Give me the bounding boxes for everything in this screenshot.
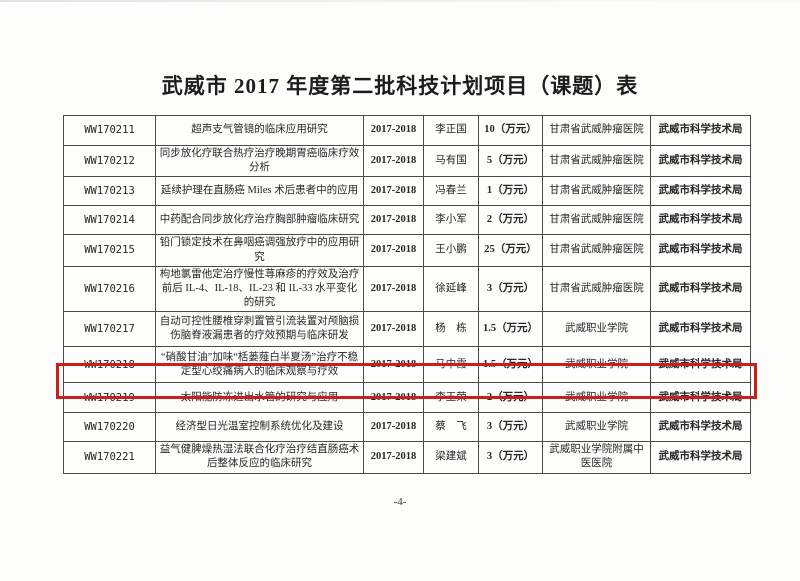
undertaking-org-cell: 甘肃省武威肿瘤医院: [542, 205, 651, 236]
project-name-cell: “硝酸甘油”加味“栝蒌薤白半夏汤”治疗不稳定型心绞痛病人的临床观察与疗效: [155, 346, 364, 384]
project-funding-cell: 25（万元）: [478, 234, 543, 267]
project-leader-cell: 蔡 飞: [423, 412, 479, 443]
project-years-cell: 2017-2018: [363, 144, 424, 178]
undertaking-org-cell: 武威职业学院附属中医医院: [542, 441, 651, 474]
table-row: WW170215 铅门锁定技术在鼻咽癌调强放疗中的应用研究 2017-2018 …: [63, 234, 751, 267]
authority-cell: 武威市科学技术局: [650, 412, 751, 443]
project-leader-cell: 李小军: [423, 205, 479, 236]
project-funding-cell: 3（万元）: [478, 441, 543, 474]
authority-cell: 武威市科学技术局: [650, 311, 751, 348]
undertaking-org-cell: 甘肃省武威肿瘤医院: [542, 144, 651, 178]
project-name-cell: 铅门锁定技术在鼻咽癌调强放疗中的应用研究: [155, 234, 364, 267]
project-id-cell: WW170216: [63, 265, 156, 313]
project-years-cell: 2017-2018: [363, 205, 424, 236]
authority-cell: 武威市科学技术局: [650, 205, 751, 236]
project-leader-cell: 冯春兰: [423, 176, 479, 207]
undertaking-org-cell: 武威职业学院: [542, 311, 651, 348]
project-funding-cell: 5（万元）: [478, 144, 543, 178]
project-years-cell: 2017-2018: [363, 234, 424, 267]
project-name-cell: 益气健脾燥热湿法联合化疗治疗结直肠癌术后整体反应的临床研究: [155, 441, 364, 474]
table-row-highlighted: WW170219 太阳能防冻进出水管的研究与应用 2017-2018 李玉荣 2…: [63, 382, 751, 414]
project-leader-cell: 李玉荣: [423, 382, 479, 414]
project-name-cell: 自动可控性腰椎穿刺置管引流装置对颅脑损伤脑脊液漏患者的疗效预期与临床研发: [155, 311, 364, 348]
undertaking-org-cell: 武威职业学院: [542, 412, 651, 443]
project-id-cell: WW170217: [63, 311, 156, 348]
project-leader-cell: 马有国: [423, 144, 479, 178]
project-leader-cell: 李正国: [423, 115, 479, 146]
table-row: WW170218 “硝酸甘油”加味“栝蒌薤白半夏汤”治疗不稳定型心绞痛病人的临床…: [63, 346, 751, 384]
project-id-cell: WW170218: [63, 346, 156, 384]
project-funding-cell: 2（万元）: [478, 205, 543, 236]
project-years-cell: 2017-2018: [363, 346, 424, 384]
undertaking-org-cell: 甘肃省武威肿瘤医院: [542, 115, 651, 146]
authority-cell: 武威市科学技术局: [650, 234, 751, 267]
table-row: WW170217 自动可控性腰椎穿刺置管引流装置对颅脑损伤脑脊液漏患者的疗效预期…: [63, 311, 751, 348]
project-leader-cell: 杨 栋: [423, 311, 479, 348]
project-funding-cell: 10（万元）: [478, 115, 543, 146]
project-years-cell: 2017-2018: [363, 176, 424, 207]
project-years-cell: 2017-2018: [363, 311, 424, 348]
project-name-cell: 枸地氯雷他定治疗慢性荨麻疹的疗效及治疗前后 IL-4、IL-18、IL-23 和…: [155, 265, 364, 313]
projects-table: WW170211 超声支气管镜的临床应用研究 2017-2018 李正国 10（…: [63, 115, 751, 474]
undertaking-org-cell: 甘肃省武威肿瘤医院: [542, 265, 651, 313]
project-funding-cell: 1.5（万元）: [478, 346, 543, 384]
table-row: WW170221 益气健脾燥热湿法联合化疗治疗结直肠癌术后整体反应的临床研究 2…: [63, 441, 751, 474]
project-id-cell: WW170214: [63, 205, 156, 236]
project-id-cell: WW170220: [63, 412, 156, 443]
table-row: WW170214 中药配合同步放化疗治疗胸部肿瘤临床研究 2017-2018 李…: [63, 205, 751, 236]
table-row: WW170220 经济型日光温室控制系统优化及建设 2017-2018 蔡 飞 …: [63, 412, 751, 443]
project-years-cell: 2017-2018: [363, 115, 424, 146]
project-leader-cell: 王小鹏: [423, 234, 479, 267]
project-id-cell: WW170211: [63, 115, 156, 146]
authority-cell: 武威市科学技术局: [650, 346, 751, 384]
project-name-cell: 太阳能防冻进出水管的研究与应用: [155, 382, 364, 414]
authority-cell: 武威市科学技术局: [650, 144, 751, 178]
project-id-cell: WW170219: [63, 382, 156, 414]
table-row: WW170212 同步放化疗联合热疗治疗晚期胃癌临床疗效分析 2017-2018…: [63, 144, 751, 178]
project-leader-cell: 徐延峰: [423, 265, 479, 313]
project-name-cell: 中药配合同步放化疗治疗胸部肿瘤临床研究: [155, 205, 364, 236]
project-id-cell: WW170213: [63, 176, 156, 207]
table-row: WW170216 枸地氯雷他定治疗慢性荨麻疹的疗效及治疗前后 IL-4、IL-1…: [63, 265, 751, 313]
project-years-cell: 2017-2018: [363, 382, 424, 414]
undertaking-org-cell: 甘肃省武威肿瘤医院: [542, 234, 651, 267]
undertaking-org-cell: 武威职业学院: [542, 382, 651, 414]
project-funding-cell: 3（万元）: [478, 412, 543, 443]
project-funding-cell: 3（万元）: [478, 265, 543, 313]
project-years-cell: 2017-2018: [363, 265, 424, 313]
document-title: 武威市 2017 年度第二批科技计划项目（课题）表: [161, 74, 639, 98]
project-id-cell: WW170212: [63, 144, 156, 178]
project-years-cell: 2017-2018: [363, 412, 424, 443]
page-number: -4-: [393, 496, 407, 508]
table-row: WW170211 超声支气管镜的临床应用研究 2017-2018 李正国 10（…: [63, 115, 751, 146]
project-funding-cell: 1.5（万元）: [478, 311, 543, 348]
project-years-cell: 2017-2018: [363, 441, 424, 474]
authority-cell: 武威市科学技术局: [650, 441, 751, 474]
project-leader-cell: 马中霞: [423, 346, 479, 384]
project-name-cell: 经济型日光温室控制系统优化及建设: [155, 412, 364, 443]
projects-table-container: WW170211 超声支气管镜的临床应用研究 2017-2018 李正国 10（…: [56, 115, 757, 474]
project-name-cell: 延续护理在直肠癌 Miles 术后患者中的应用: [155, 176, 364, 207]
table-row: WW170213 延续护理在直肠癌 Miles 术后患者中的应用 2017-20…: [63, 176, 751, 207]
project-funding-cell: 1（万元）: [478, 176, 543, 207]
project-id-cell: WW170215: [63, 234, 156, 267]
project-name-cell: 超声支气管镜的临床应用研究: [155, 115, 364, 146]
authority-cell: 武威市科学技术局: [650, 176, 751, 207]
project-leader-cell: 梁建斌: [423, 441, 479, 474]
scan-edge-artifact: [0, 0, 800, 2]
authority-cell: 武威市科学技术局: [650, 115, 751, 146]
project-id-cell: WW170221: [63, 441, 156, 474]
authority-cell: 武威市科学技术局: [650, 382, 751, 414]
authority-cell: 武威市科学技术局: [650, 265, 751, 313]
undertaking-org-cell: 武威职业学院: [542, 346, 651, 384]
project-name-cell: 同步放化疗联合热疗治疗晚期胃癌临床疗效分析: [155, 144, 364, 178]
project-funding-cell: 2（万元）: [478, 382, 543, 414]
undertaking-org-cell: 甘肃省武威肿瘤医院: [542, 176, 651, 207]
